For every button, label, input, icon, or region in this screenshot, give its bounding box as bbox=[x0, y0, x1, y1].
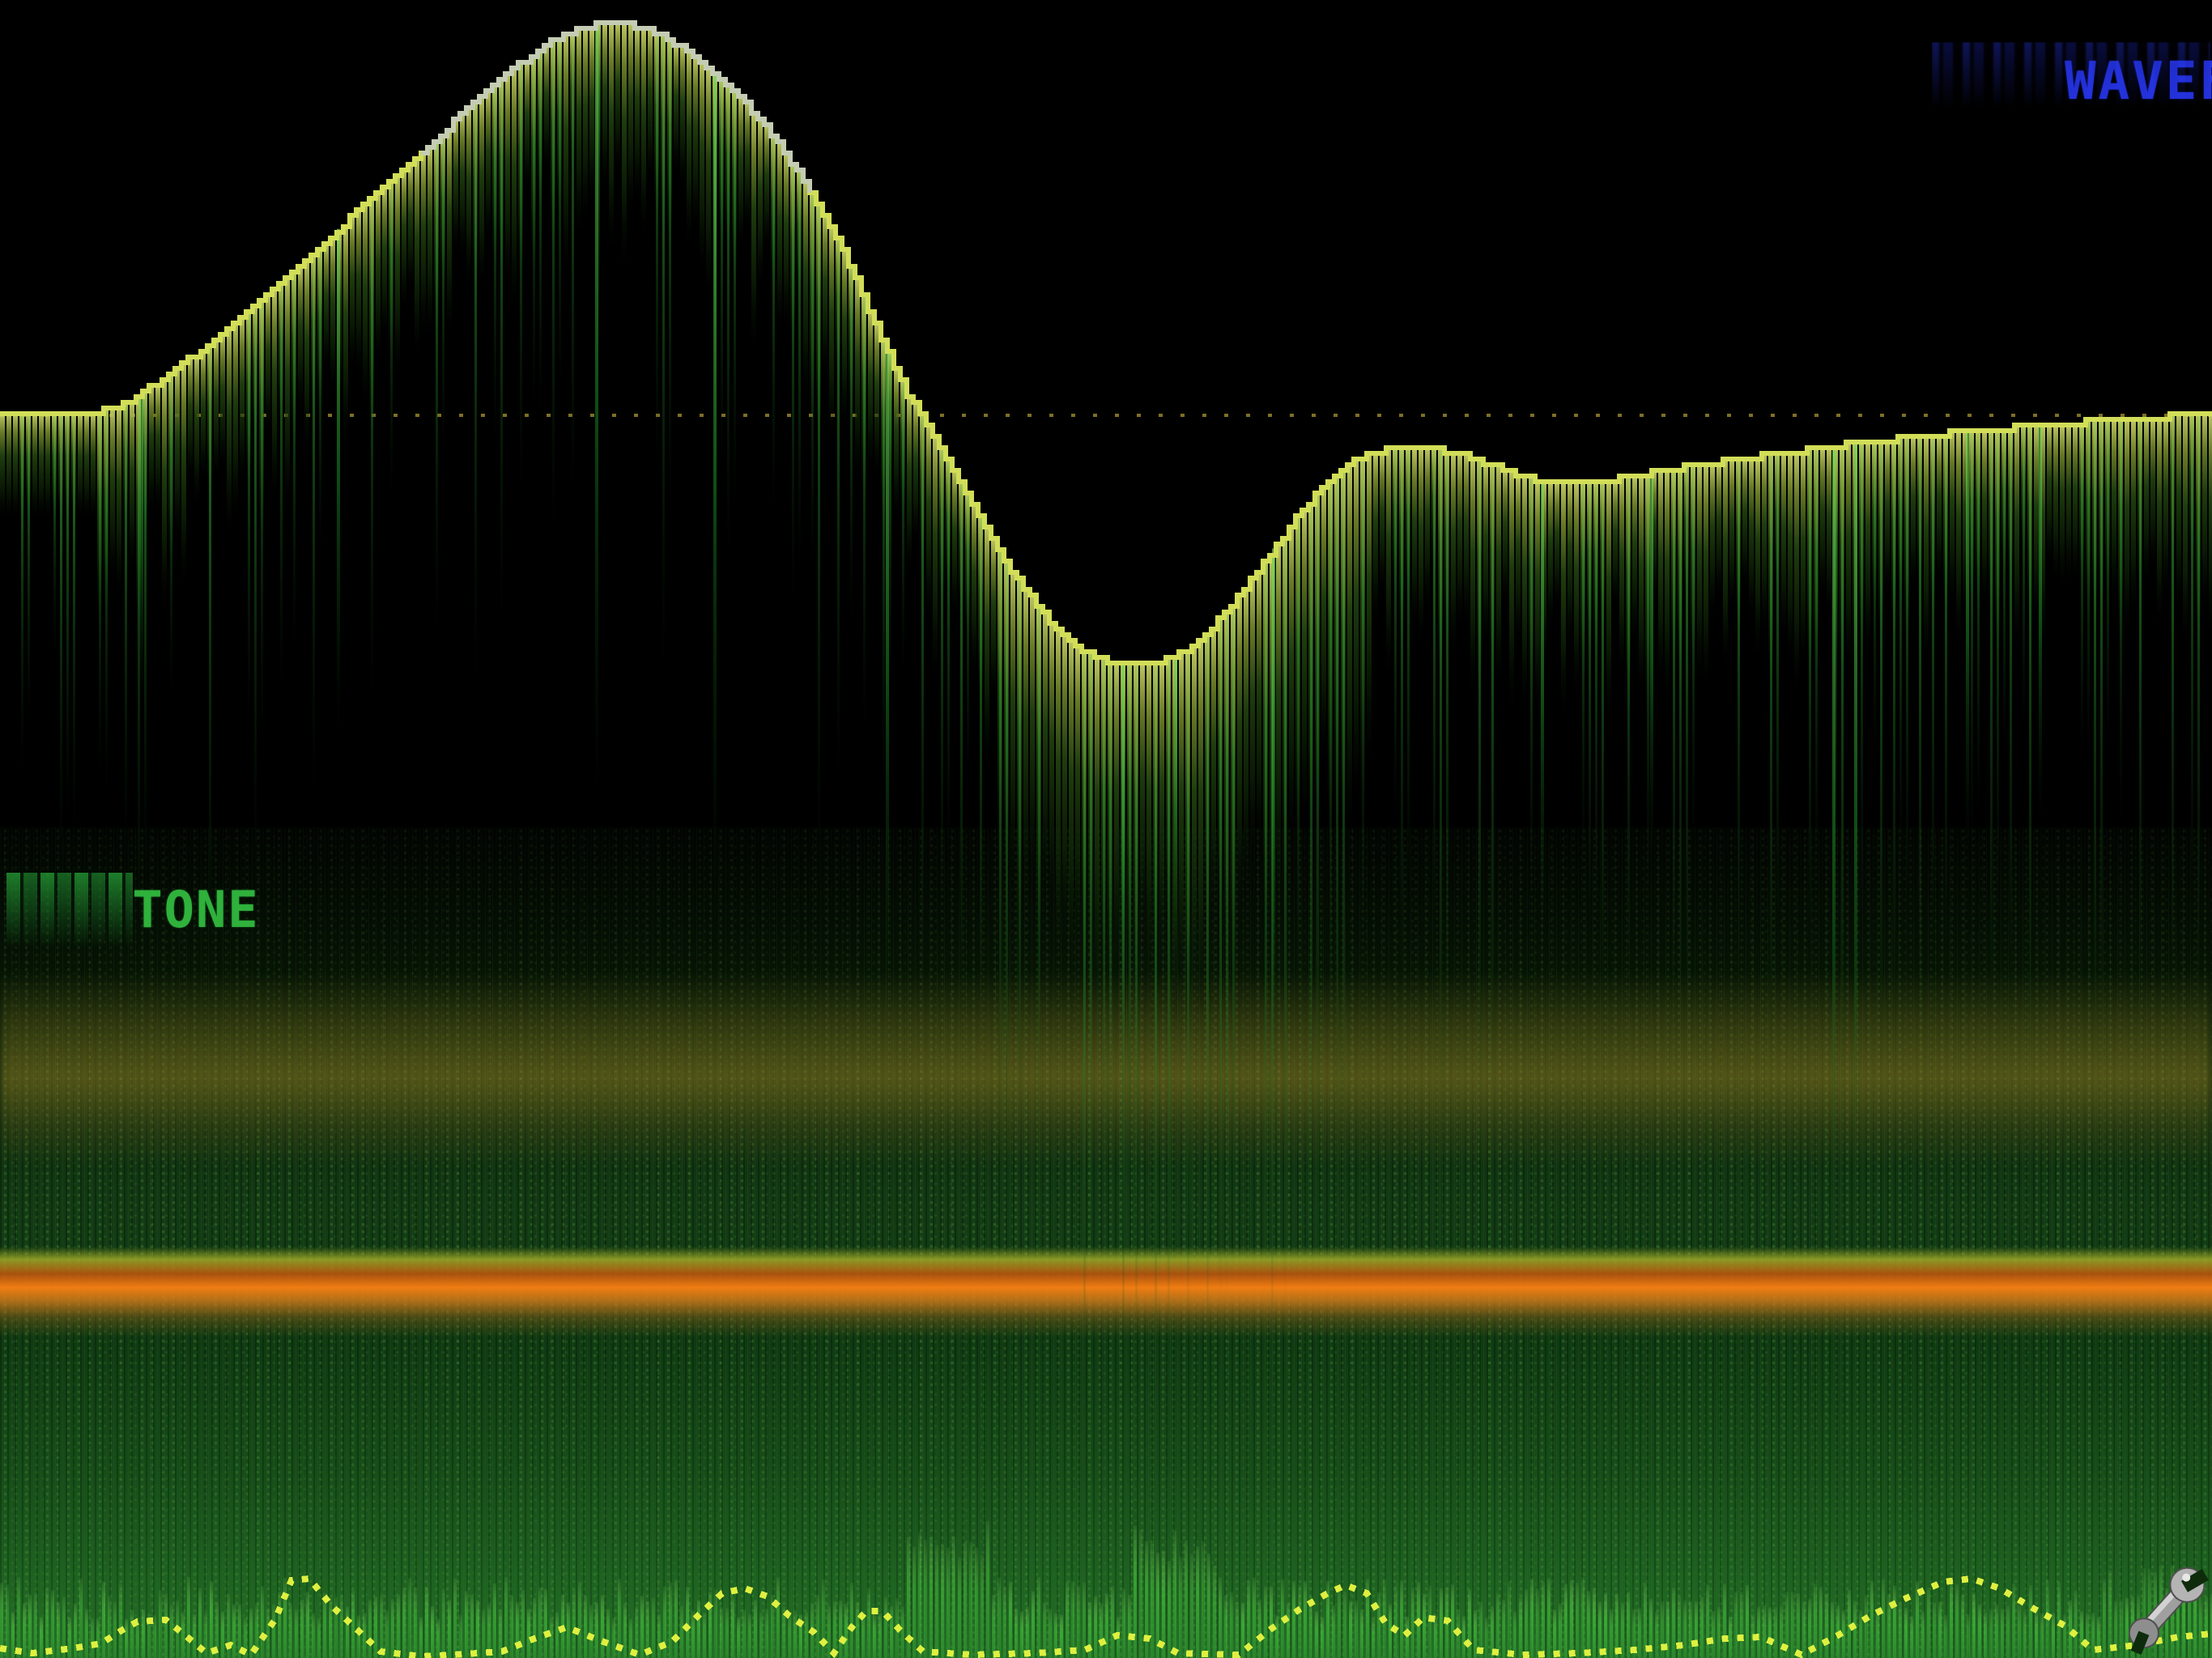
orange-frequency-band bbox=[0, 1247, 2212, 1337]
tone-label: TONE bbox=[5, 821, 260, 998]
view-title-reflection bbox=[1932, 42, 2210, 108]
tone-label-reflection bbox=[6, 873, 133, 952]
tone-label-text: TONE bbox=[132, 880, 260, 939]
wrench-icon[interactable] bbox=[2112, 1556, 2212, 1658]
